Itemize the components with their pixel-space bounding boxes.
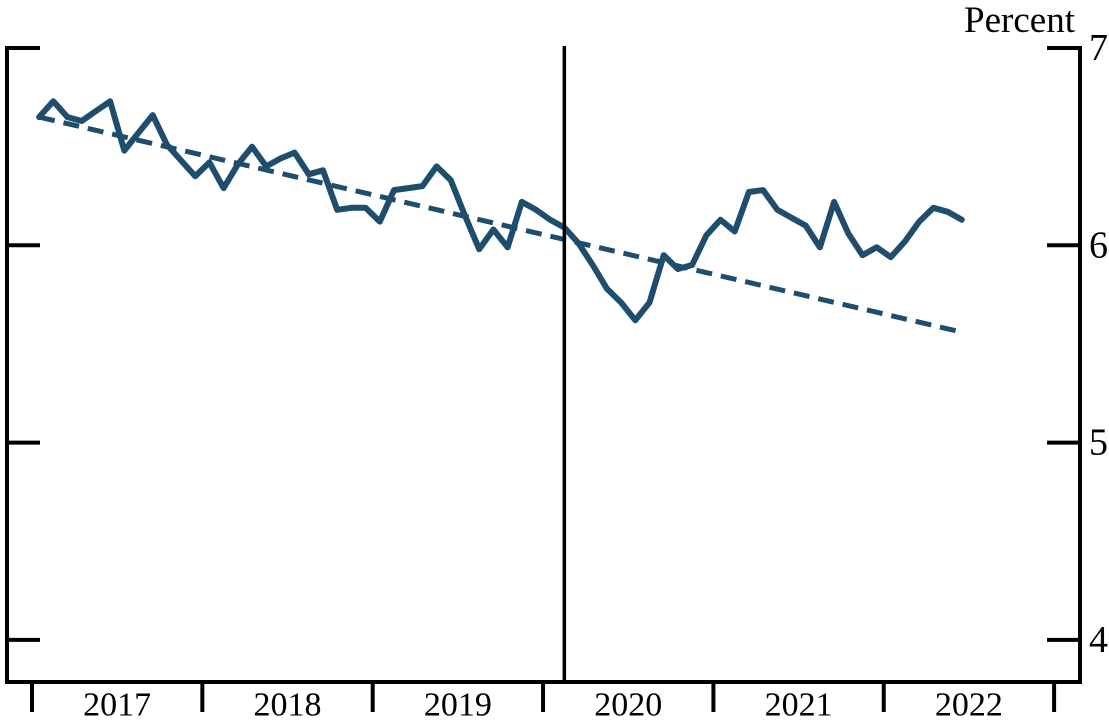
y-axis-tick-label: 6 [1089,224,1108,266]
y-axis-tick-label: 5 [1089,422,1108,464]
x-axis-tick-label: 2018 [254,687,322,720]
y-axis-tick-label: 7 [1089,27,1108,69]
x-axis-tick-label: 2021 [765,687,833,720]
x-axis-tick-label: 2019 [424,687,492,720]
x-axis-tick-label: 2022 [935,687,1003,720]
x-axis-tick-label: 2017 [83,687,151,720]
y-axis-tick-label: 4 [1089,619,1108,661]
actual-series-line [36,98,965,324]
y-axis-unit-label: Percent [964,0,1075,41]
x-axis-tick-label: 2020 [594,687,662,720]
trend-dashed-line [38,114,963,335]
